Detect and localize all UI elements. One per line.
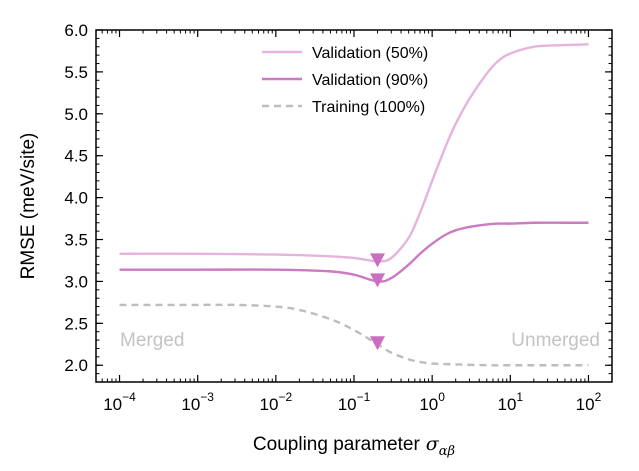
series-line-0	[119, 43, 589, 263]
x-axis-title-subscript: αβ	[439, 444, 455, 459]
legend-label-0: Validation (50%)	[312, 45, 428, 62]
y-tick-label: 4.5	[64, 147, 88, 166]
x-tick-label: 10−4	[103, 390, 136, 414]
plot-frame	[95, 29, 613, 383]
legend-label-1: Validation (90%)	[312, 72, 428, 89]
y-tick-label: 3.0	[64, 272, 88, 291]
label-layer: 2.0 2.5 3.0 3.5 4.0 4.5 5.0 5.5 6.0 10−4 10−3 10−2 1…	[64, 21, 601, 414]
annotation-unmerged: Unmerged	[511, 330, 600, 351]
x-tick-label: 10−2	[260, 390, 293, 414]
annotation-merged: Merged	[120, 330, 184, 351]
y-tick-label: 5.0	[64, 105, 88, 124]
x-tick-label: 102	[576, 390, 602, 414]
legend-label-2: Training (100%)	[312, 99, 425, 116]
series-marker-1	[370, 273, 386, 288]
x-tick-label: 100	[419, 390, 445, 414]
marker-layer	[370, 253, 386, 351]
series-line-1	[119, 221, 589, 283]
y-tick-label: 4.0	[64, 189, 88, 208]
y-axis-title: RMSE (meV/site)	[18, 133, 39, 280]
series-layer	[119, 43, 589, 367]
x-tick-label: 10−1	[338, 390, 371, 414]
series-marker-2	[370, 336, 386, 351]
x-axis-title-symbol: σ	[426, 433, 440, 455]
y-tick-label: 2.0	[64, 356, 88, 375]
y-tick-label: 6.0	[64, 21, 88, 40]
series-marker-0	[370, 253, 386, 268]
y-tick-label: 3.5	[64, 231, 88, 250]
legend: Validation (50%) Validation (90%) Training…	[262, 45, 428, 116]
x-tick-label: 10−3	[181, 390, 214, 414]
x-axis-title: Coupling parameter σαβ	[253, 433, 455, 459]
y-tick-label: 5.5	[64, 63, 88, 82]
y-tick-label: 2.5	[64, 314, 88, 333]
x-tick-label: 101	[498, 390, 524, 414]
series-line-2	[119, 303, 589, 367]
x-axis-title-text: Coupling parameter	[253, 434, 421, 455]
